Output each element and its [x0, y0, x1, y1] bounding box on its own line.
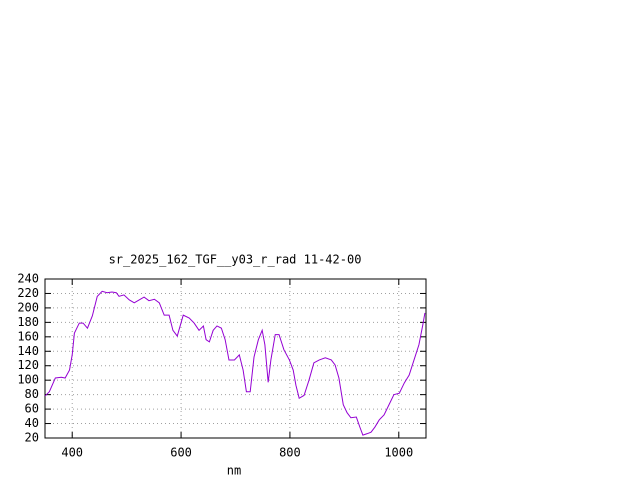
y-tick-label: 100 [17, 373, 39, 387]
y-tick-label: 40 [25, 416, 39, 430]
y-tick-label: 200 [17, 300, 39, 314]
x-tick-label: 800 [279, 446, 301, 460]
plot-frame [44, 278, 427, 439]
y-tick-label: 60 [25, 402, 39, 416]
y-tick-label: 140 [17, 344, 39, 358]
y-tick-label: 240 [17, 272, 39, 286]
x-axis-label: nm [227, 464, 241, 478]
y-tick-label: 20 [25, 431, 39, 445]
chart-title: sr_2025_162_TGF__y03_r_rad 11-42-00 [109, 253, 362, 267]
x-tick-label: 600 [170, 446, 192, 460]
y-tick-label: 160 [17, 329, 39, 343]
y-tick-label: 120 [17, 358, 39, 372]
y-tick-label: 220 [17, 286, 39, 300]
x-tick-label: 400 [61, 446, 83, 460]
y-tick-label: 180 [17, 315, 39, 329]
x-tick-label: 1000 [384, 446, 413, 460]
y-tick-label: 80 [25, 387, 39, 401]
data-line [44, 290, 426, 436]
